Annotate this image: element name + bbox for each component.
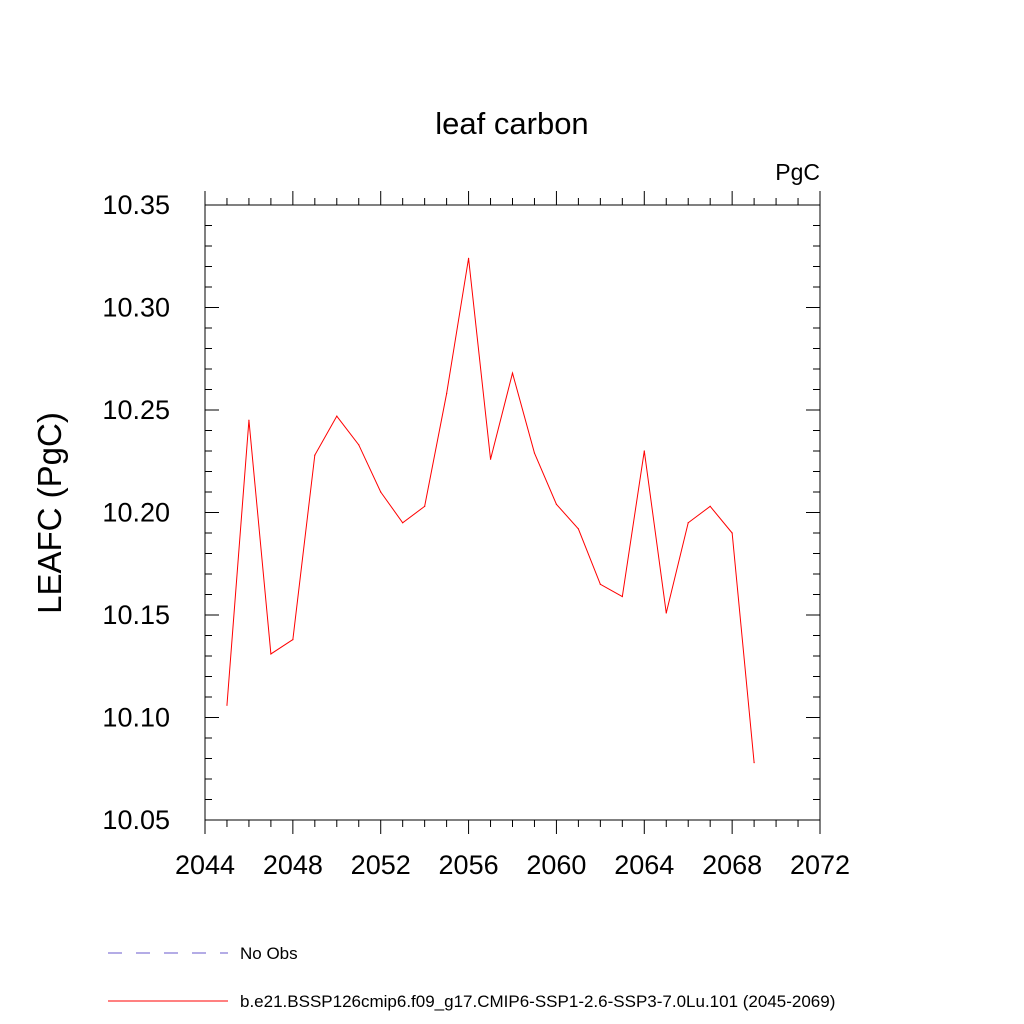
- data-point: [314, 454, 316, 456]
- y-tick-label: 10.20: [102, 498, 170, 528]
- y-tick-label: 10.25: [102, 395, 170, 425]
- data-point: [643, 450, 645, 452]
- data-point: [292, 639, 294, 641]
- data-point: [731, 532, 733, 534]
- data-point: [687, 522, 689, 524]
- data-point: [248, 419, 250, 421]
- data-point: [665, 612, 667, 614]
- data-point: [511, 372, 514, 374]
- data-point: [402, 522, 404, 524]
- data-point: [577, 528, 579, 530]
- y-axis-label: LEAFC (PgC): [31, 412, 68, 614]
- y-tick-label: 10.30: [102, 293, 170, 323]
- y-tick-label: 10.05: [102, 805, 170, 835]
- data-point: [599, 583, 601, 585]
- data-point: [358, 444, 360, 446]
- series-line: [226, 258, 755, 763]
- data-point: [709, 505, 711, 507]
- legend-label: b.e21.BSSP126cmip6.f09_g17.CMIP6-SSP1-2.…: [240, 992, 835, 1011]
- data-point: [753, 762, 755, 764]
- y-axis-ticks: 10.05 10.10 10.15 10.20 10.25 10.30 10.35: [102, 190, 820, 835]
- data-point: [424, 505, 426, 507]
- x-tick-label: 2044: [175, 850, 235, 880]
- x-tick-label: 2064: [614, 850, 674, 880]
- units-label: PgC: [775, 159, 820, 185]
- y-tick-label: 10.10: [102, 703, 170, 733]
- legend: No Obs b.e21.BSSP126cmip6.f09_g17.CMIP6-S…: [108, 944, 835, 1011]
- data-point: [380, 491, 382, 493]
- x-axis-ticks: 2044 2048 2052 2056 2060 2064 2068 2072: [175, 191, 850, 880]
- data-point: [621, 595, 623, 598]
- data-point: [336, 415, 338, 417]
- data-point: [555, 503, 558, 505]
- data-point: [270, 653, 272, 655]
- x-tick-label: 2048: [263, 850, 323, 880]
- data-point: [446, 393, 448, 395]
- data-point: [489, 458, 492, 460]
- data-point: [467, 257, 470, 259]
- x-tick-label: 2056: [439, 850, 499, 880]
- y-tick-label: 10.15: [102, 600, 170, 630]
- plot-frame: [204, 204, 821, 821]
- legend-label: No Obs: [240, 944, 298, 963]
- data-point: [533, 452, 536, 454]
- x-tick-label: 2068: [702, 850, 762, 880]
- data-point: [226, 704, 228, 706]
- y-tick-label: 10.35: [102, 190, 170, 220]
- series-layer: [226, 257, 755, 764]
- x-tick-label: 2060: [526, 850, 586, 880]
- chart-title: leaf carbon: [435, 106, 588, 141]
- x-tick-label: 2072: [790, 850, 850, 880]
- x-tick-label: 2052: [351, 850, 411, 880]
